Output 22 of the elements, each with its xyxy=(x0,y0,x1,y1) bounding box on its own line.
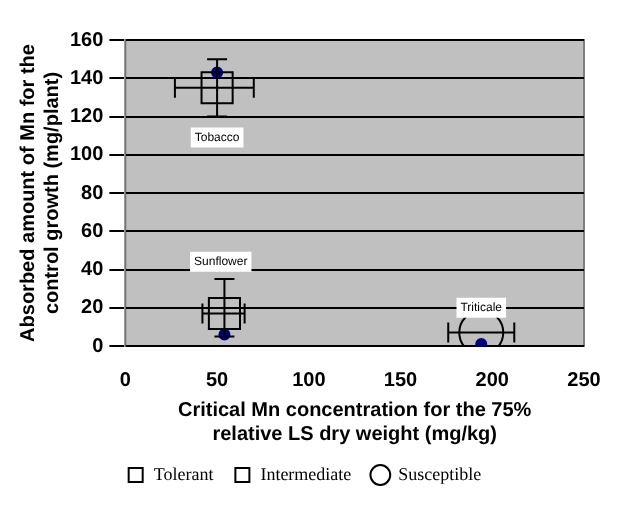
y-tick-label: 20 xyxy=(81,297,105,320)
x-tick-label: 200 xyxy=(475,369,510,392)
y-axis-title: Absorbed amount of Mn for the control growth (mg/plant) xyxy=(17,43,64,342)
x-tick-label: 250 xyxy=(567,369,602,392)
y-tick-label: 140 xyxy=(69,67,105,90)
y-tick-label: 0 xyxy=(92,335,105,358)
x-tick-label: 100 xyxy=(292,369,327,392)
x-axis-title: Critical Mn concentration for the 75% relative LS dry weight (mg/kg) xyxy=(177,399,532,446)
x-tick-label: 150 xyxy=(383,369,419,392)
point xyxy=(200,71,234,105)
y-tick-label: 120 xyxy=(69,106,105,128)
x-tick-label: 50 xyxy=(205,369,230,392)
legend-label: Susceptible xyxy=(398,463,482,484)
y-tick-label: 60 xyxy=(81,220,105,243)
legend-label: Intermediate xyxy=(260,463,352,484)
y-tick-label: 160 xyxy=(69,29,105,52)
y-tick-label: 40 xyxy=(81,259,105,281)
point xyxy=(207,296,241,331)
y-tick-label: 80 xyxy=(81,182,105,205)
legend-label: Tolerant xyxy=(153,463,215,484)
x-tick-label: 0 xyxy=(119,369,132,392)
y-tick-label: 100 xyxy=(69,144,105,167)
